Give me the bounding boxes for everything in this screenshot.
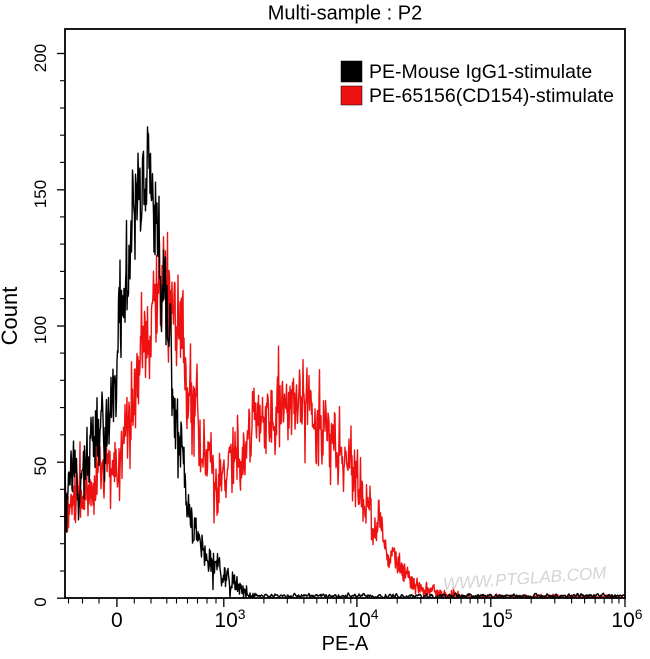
- svg-text:Count: Count: [0, 287, 22, 346]
- svg-text:105: 105: [481, 606, 512, 632]
- svg-text:200: 200: [31, 44, 50, 72]
- svg-text:PE-65156(CD154)-stimulate: PE-65156(CD154)-stimulate: [369, 85, 614, 107]
- svg-text:100: 100: [31, 316, 50, 344]
- svg-text:PE-A: PE-A: [322, 633, 369, 655]
- svg-text:50: 50: [31, 457, 50, 476]
- svg-text:WWW.PTGLAB.COM: WWW.PTGLAB.COM: [442, 563, 607, 593]
- svg-text:0: 0: [111, 609, 123, 632]
- svg-text:Multi-sample : P2: Multi-sample : P2: [268, 3, 423, 25]
- svg-text:0: 0: [31, 597, 50, 606]
- svg-text:103: 103: [214, 606, 245, 632]
- svg-text:104: 104: [347, 606, 378, 632]
- svg-text:PE-Mouse IgG1-stimulate: PE-Mouse IgG1-stimulate: [369, 61, 592, 83]
- svg-text:150: 150: [31, 180, 50, 208]
- svg-text:106: 106: [611, 606, 642, 632]
